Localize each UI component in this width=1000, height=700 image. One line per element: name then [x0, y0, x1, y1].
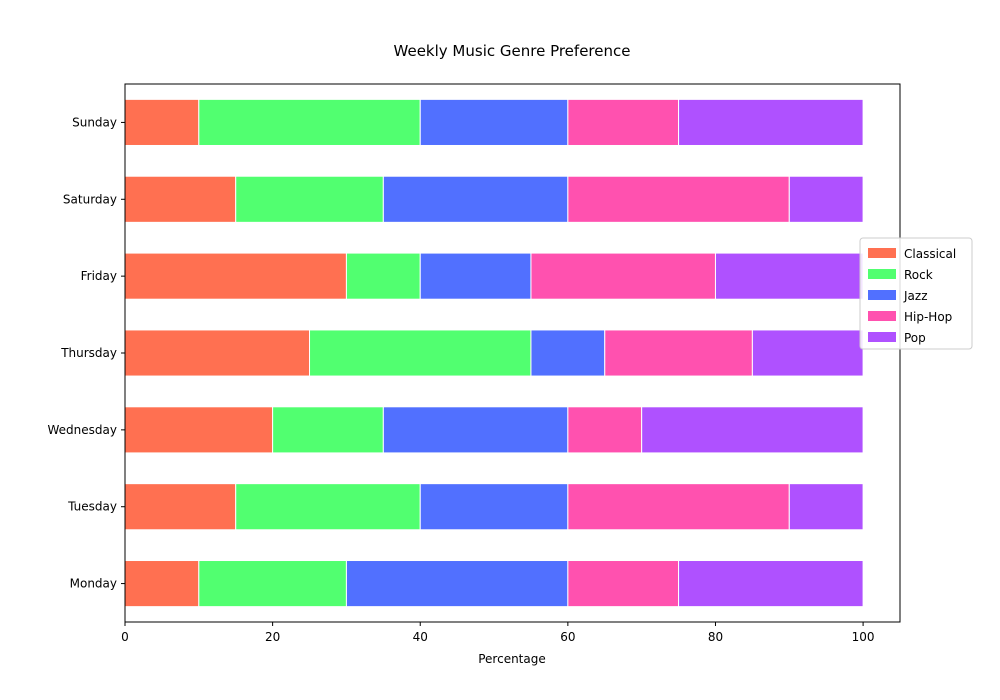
bar-thursday-rock	[309, 329, 532, 377]
bar-thursday-hip-hop	[604, 329, 753, 377]
bar-monday-classical	[124, 560, 200, 608]
x-tick-label: 0	[121, 630, 129, 644]
x-tick-label: 80	[708, 630, 723, 644]
bar-sunday-pop	[678, 98, 864, 146]
bar-thursday-pop	[751, 329, 864, 377]
bar-tuesday-classical	[124, 483, 237, 531]
legend-label-jazz: Jazz	[903, 289, 928, 303]
bar-friday-hip-hop	[530, 252, 716, 300]
y-tick-label: Tuesday	[67, 500, 117, 514]
bar-saturday-jazz	[382, 175, 569, 223]
bar-saturday-rock	[235, 175, 384, 223]
x-tick-label: 100	[852, 630, 875, 644]
y-tick-label: Monday	[70, 577, 117, 591]
bar-friday-classical	[124, 252, 347, 300]
bar-tuesday-pop	[788, 483, 864, 531]
bar-monday-hip-hop	[567, 560, 680, 608]
bar-sunday-jazz	[419, 98, 569, 146]
bar-tuesday-hip-hop	[567, 483, 790, 531]
legend-swatch-hip-hop	[868, 311, 896, 321]
bar-thursday-jazz	[530, 329, 606, 377]
chart-title: Weekly Music Genre Preference	[394, 42, 631, 60]
x-tick-label: 40	[413, 630, 428, 644]
y-tick-label: Friday	[81, 269, 117, 283]
bar-wednesday-rock	[272, 406, 384, 454]
bar-friday-jazz	[419, 252, 532, 300]
y-tick-label: Saturday	[63, 192, 117, 206]
bar-wednesday-jazz	[382, 406, 569, 454]
bar-friday-rock	[345, 252, 421, 300]
y-tick-label: Sunday	[72, 115, 117, 129]
bars-layer	[124, 98, 864, 608]
legend-swatch-rock	[868, 269, 896, 279]
bar-tuesday-jazz	[419, 483, 569, 531]
legend-swatch-pop	[868, 332, 896, 342]
bar-saturday-classical	[124, 175, 237, 223]
x-tick-label: 60	[560, 630, 575, 644]
bar-wednesday-hip-hop	[567, 406, 643, 454]
bar-monday-rock	[198, 560, 347, 608]
bar-wednesday-pop	[641, 406, 864, 454]
y-tick-label: Thursday	[60, 346, 117, 360]
bar-monday-pop	[678, 560, 864, 608]
bar-friday-pop	[714, 252, 864, 300]
x-axis: 0 20 40 60 80 100	[121, 622, 875, 644]
bar-tuesday-rock	[235, 483, 421, 531]
bar-monday-jazz	[345, 560, 569, 608]
bar-sunday-hip-hop	[567, 98, 680, 146]
x-axis-label: Percentage	[478, 652, 546, 666]
bar-saturday-hip-hop	[567, 175, 790, 223]
legend-swatch-classical	[868, 248, 896, 258]
y-tick-label: Wednesday	[48, 423, 117, 437]
legend-label-pop: Pop	[904, 331, 926, 345]
y-axis: Monday Tuesday Wednesday Thursday Friday Satu…	[48, 115, 125, 591]
bar-thursday-classical	[124, 329, 311, 377]
legend-frame	[859, 237, 973, 350]
bar-wednesday-classical	[124, 406, 274, 454]
legend: Classical Rock Jazz Hip-Hop Pop	[859, 237, 973, 350]
legend-label-hip-hop: Hip-Hop	[904, 310, 952, 324]
legend-swatch-jazz	[868, 290, 896, 300]
legend-label-rock: Rock	[904, 268, 933, 282]
legend-label-classical: Classical	[904, 247, 956, 261]
bar-saturday-pop	[788, 175, 864, 223]
bar-sunday-classical	[124, 98, 200, 146]
bar-sunday-rock	[198, 98, 421, 146]
x-tick-label: 20	[265, 630, 280, 644]
